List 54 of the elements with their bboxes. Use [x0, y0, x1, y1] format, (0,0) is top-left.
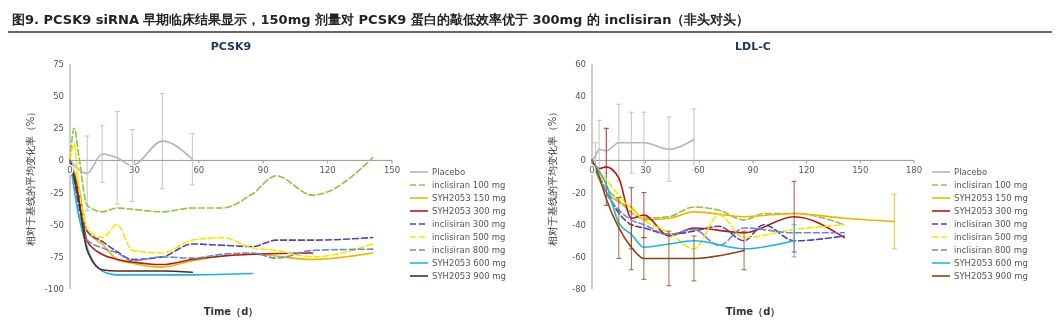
- x-tick-label: 150: [383, 165, 401, 176]
- x-tick-label: 30: [640, 165, 652, 176]
- y-tick-label: -60: [572, 251, 586, 262]
- legend-label: inclisiran 300 mg: [432, 218, 506, 229]
- y-tick-label: -20: [572, 187, 586, 198]
- x-axis-title: Time（d）: [725, 306, 781, 317]
- y-tick-label: 40: [575, 91, 586, 102]
- legend-label: SYH2053 150 mg: [432, 192, 506, 203]
- y-tick-label: 25: [53, 123, 64, 134]
- legend-label: SYH2053 600 mg: [432, 257, 506, 268]
- x-tick-label: 60: [693, 165, 705, 176]
- x-tick-label: 0: [67, 165, 73, 176]
- caption: 图9. PCSK9 siRNA 早期临床结果显示，150mg 剂量对 PCSK9 蛋白的敲低效率优于 300mg 的 inclisiran（非头对头）: [12, 12, 750, 27]
- y-tick-label: 0: [580, 155, 586, 166]
- x-tick-label: 0: [589, 165, 595, 176]
- x-axis-title: Time（d）: [203, 306, 259, 317]
- legend-label: SYH2053 150 mg: [954, 192, 1028, 203]
- x-tick-label: 120: [798, 165, 815, 176]
- y-tick-label: 60: [575, 58, 586, 69]
- legend-label: SYH2053 600 mg: [954, 257, 1028, 268]
- y-tick-label: -40: [572, 219, 586, 230]
- y-tick-label: -50: [50, 219, 64, 230]
- chart-title: PCSK9: [210, 40, 252, 53]
- y-axis-title: 相对于基线的平均变化率（%）: [547, 106, 558, 247]
- x-tick-label: 30: [128, 165, 140, 176]
- legend-label: Placebo: [954, 166, 988, 177]
- x-tick-label: 90: [257, 165, 269, 176]
- legend-label: SYH2053 300 mg: [432, 205, 506, 216]
- y-tick-label: 20: [575, 123, 586, 134]
- y-tick-label: 0: [58, 155, 64, 166]
- legend-label: inclisiran 100 mg: [432, 179, 506, 190]
- legend-label: inclisiran 500 mg: [954, 231, 1028, 242]
- y-tick-label: -25: [50, 187, 64, 198]
- legend-label: inclisiran 800 mg: [432, 244, 506, 255]
- legend-label: Placebo: [432, 166, 466, 177]
- y-tick-label: -80: [572, 283, 586, 294]
- legend-label: SYH2053 300 mg: [954, 205, 1028, 216]
- x-tick-label: 60: [193, 165, 205, 176]
- x-tick-label: 180: [905, 165, 923, 176]
- y-tick-label: -100: [44, 283, 64, 294]
- legend-label: inclisiran 100 mg: [954, 179, 1028, 190]
- x-tick-label: 120: [319, 165, 336, 176]
- y-tick-label: 50: [53, 91, 64, 102]
- legend-label: inclisiran 500 mg: [432, 231, 506, 242]
- x-tick-label: 150: [852, 165, 869, 176]
- y-tick-label: -75: [50, 251, 64, 262]
- legend-label: inclisiran 300 mg: [954, 218, 1028, 229]
- legend-label: SYH2053 900 mg: [954, 270, 1028, 281]
- chart-title: LDL-C: [735, 40, 771, 53]
- y-tick-label: 75: [53, 58, 64, 69]
- y-axis-title: 相对于基线的平均变化率（%）: [25, 106, 36, 247]
- x-tick-label: 90: [747, 165, 759, 176]
- legend-label: SYH2053 900 mg: [432, 270, 506, 281]
- legend-label: inclisiran 800 mg: [954, 244, 1028, 255]
